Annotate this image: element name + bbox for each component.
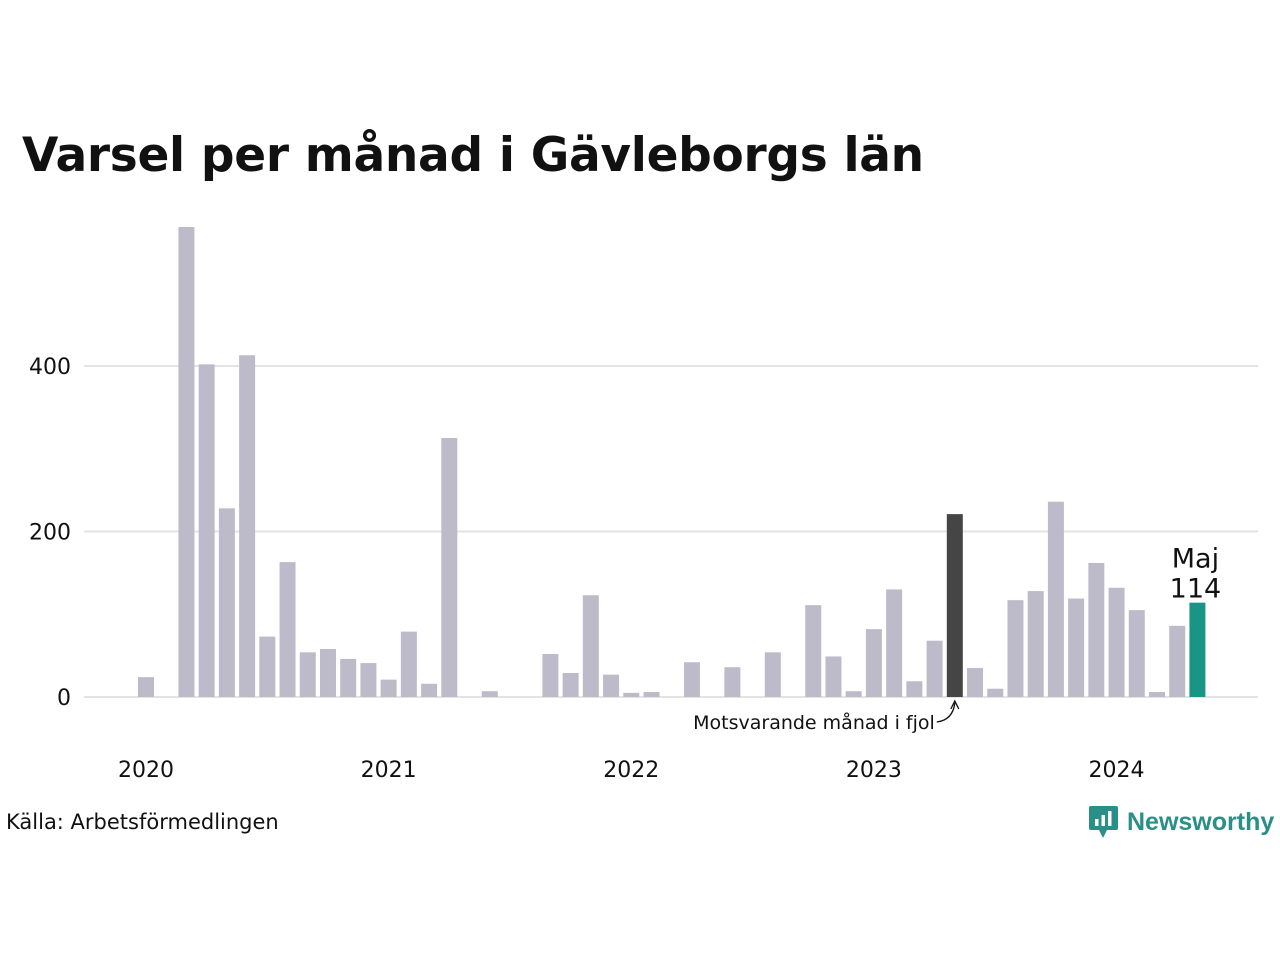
previous-year-label: Motsvarande månad i fjol xyxy=(693,711,935,734)
brand-logo: Newsworthy xyxy=(1088,804,1274,840)
bar xyxy=(259,636,276,697)
bar xyxy=(764,652,781,697)
source-note: Källa: Arbetsförmedlingen xyxy=(6,810,279,834)
newsworthy-logo-icon xyxy=(1089,806,1118,838)
bar xyxy=(299,652,316,697)
bar xyxy=(400,631,417,697)
bar xyxy=(1128,610,1145,697)
bar xyxy=(138,677,154,697)
y-tick-label: 200 xyxy=(29,521,71,546)
bar xyxy=(906,681,923,697)
y-tick-label: 0 xyxy=(57,686,71,711)
brand-name: Newsworthy xyxy=(1127,807,1275,836)
bar xyxy=(340,658,357,697)
bar xyxy=(886,589,903,697)
bar xyxy=(421,683,438,697)
chart-title: Varsel per månad i Gävleborgs län xyxy=(22,128,924,183)
bar xyxy=(603,674,620,697)
bar xyxy=(845,691,862,697)
bar xyxy=(1169,625,1186,697)
annotation-arrowhead xyxy=(950,699,960,710)
bar xyxy=(582,595,599,697)
bar xyxy=(683,662,700,697)
bar xyxy=(987,688,1004,697)
bar xyxy=(239,355,256,697)
bar xyxy=(967,668,984,697)
x-tick-label: 2021 xyxy=(361,758,417,783)
bar xyxy=(562,673,579,697)
y-tick-label: 400 xyxy=(29,355,71,380)
bar xyxy=(865,629,882,697)
bar xyxy=(1007,600,1024,697)
y-axis-tick-labels: 0 200 400 xyxy=(29,355,71,711)
bar xyxy=(805,605,822,697)
x-axis-tick-labels: 2020 2021 2022 2023 2024 xyxy=(118,758,1145,783)
x-tick-label: 2022 xyxy=(603,758,659,783)
bar xyxy=(1068,598,1085,697)
bar xyxy=(1027,591,1044,697)
bar xyxy=(724,667,741,697)
bar xyxy=(623,692,640,697)
bar xyxy=(542,653,559,697)
annotation-arrow xyxy=(936,702,956,723)
bar xyxy=(319,649,336,697)
bar xyxy=(218,508,235,697)
current-month-label: Maj xyxy=(1172,544,1219,575)
bar xyxy=(1149,692,1165,697)
bar xyxy=(946,514,963,697)
x-tick-label: 2020 xyxy=(118,758,174,783)
bar xyxy=(441,437,458,697)
bar xyxy=(1189,602,1206,697)
current-value-label: 114 xyxy=(1170,574,1222,605)
x-tick-label: 2024 xyxy=(1089,758,1145,783)
bar xyxy=(825,656,842,697)
x-tick-label: 2023 xyxy=(846,758,902,783)
bar xyxy=(360,663,377,697)
bar xyxy=(380,679,397,697)
bar xyxy=(1047,501,1064,697)
bar xyxy=(926,640,943,697)
bar xyxy=(178,226,195,698)
bar xyxy=(481,691,498,697)
bar xyxy=(1108,587,1125,697)
bar xyxy=(279,562,296,697)
bar xyxy=(1088,562,1105,697)
bar xyxy=(643,692,660,697)
bars xyxy=(138,226,1206,698)
bar xyxy=(198,364,215,697)
